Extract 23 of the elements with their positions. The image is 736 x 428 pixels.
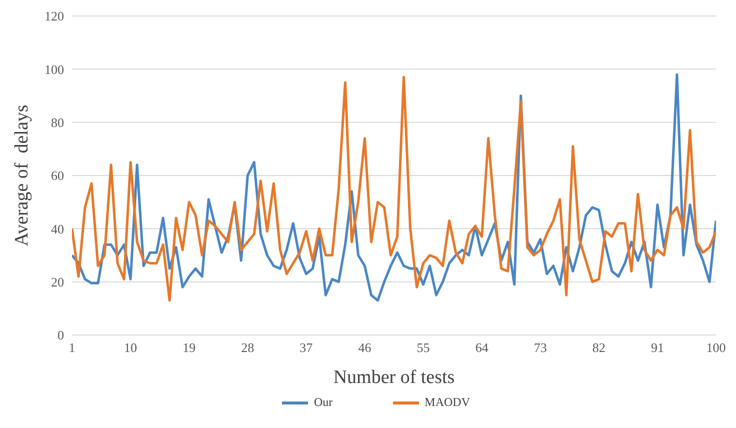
x-tick-label: 1 bbox=[68, 340, 76, 356]
x-tick-label: 64 bbox=[475, 340, 489, 356]
y-axis-title: Average of delays bbox=[12, 104, 32, 246]
x-tick-label: 10 bbox=[124, 340, 138, 356]
x-tick-label: 19 bbox=[182, 340, 196, 356]
x-axis-title: Number of tests bbox=[333, 367, 455, 388]
x-tick-label: 73 bbox=[534, 340, 547, 356]
y-tick-label: 0 bbox=[58, 328, 64, 343]
x-tick-label: 55 bbox=[416, 340, 430, 356]
x-tick-label: 91 bbox=[650, 340, 664, 356]
x-tick-label: 82 bbox=[592, 340, 606, 356]
x-tick-label: 37 bbox=[300, 340, 314, 356]
x-tick-label: 46 bbox=[358, 340, 372, 356]
y-tick-label: 40 bbox=[51, 221, 64, 236]
y-tick-label: 80 bbox=[51, 114, 64, 130]
y-tick-label: 100 bbox=[44, 62, 64, 77]
legend-label: Our bbox=[312, 395, 333, 410]
y-tick-label: 20 bbox=[51, 274, 64, 290]
y-tick-label: 60 bbox=[51, 168, 64, 184]
x-tick-label: 100 bbox=[706, 340, 726, 356]
x-tick-label: 28 bbox=[241, 340, 254, 356]
legend-label: MAODV bbox=[424, 395, 470, 410]
y-tick-label: 120 bbox=[44, 8, 64, 24]
